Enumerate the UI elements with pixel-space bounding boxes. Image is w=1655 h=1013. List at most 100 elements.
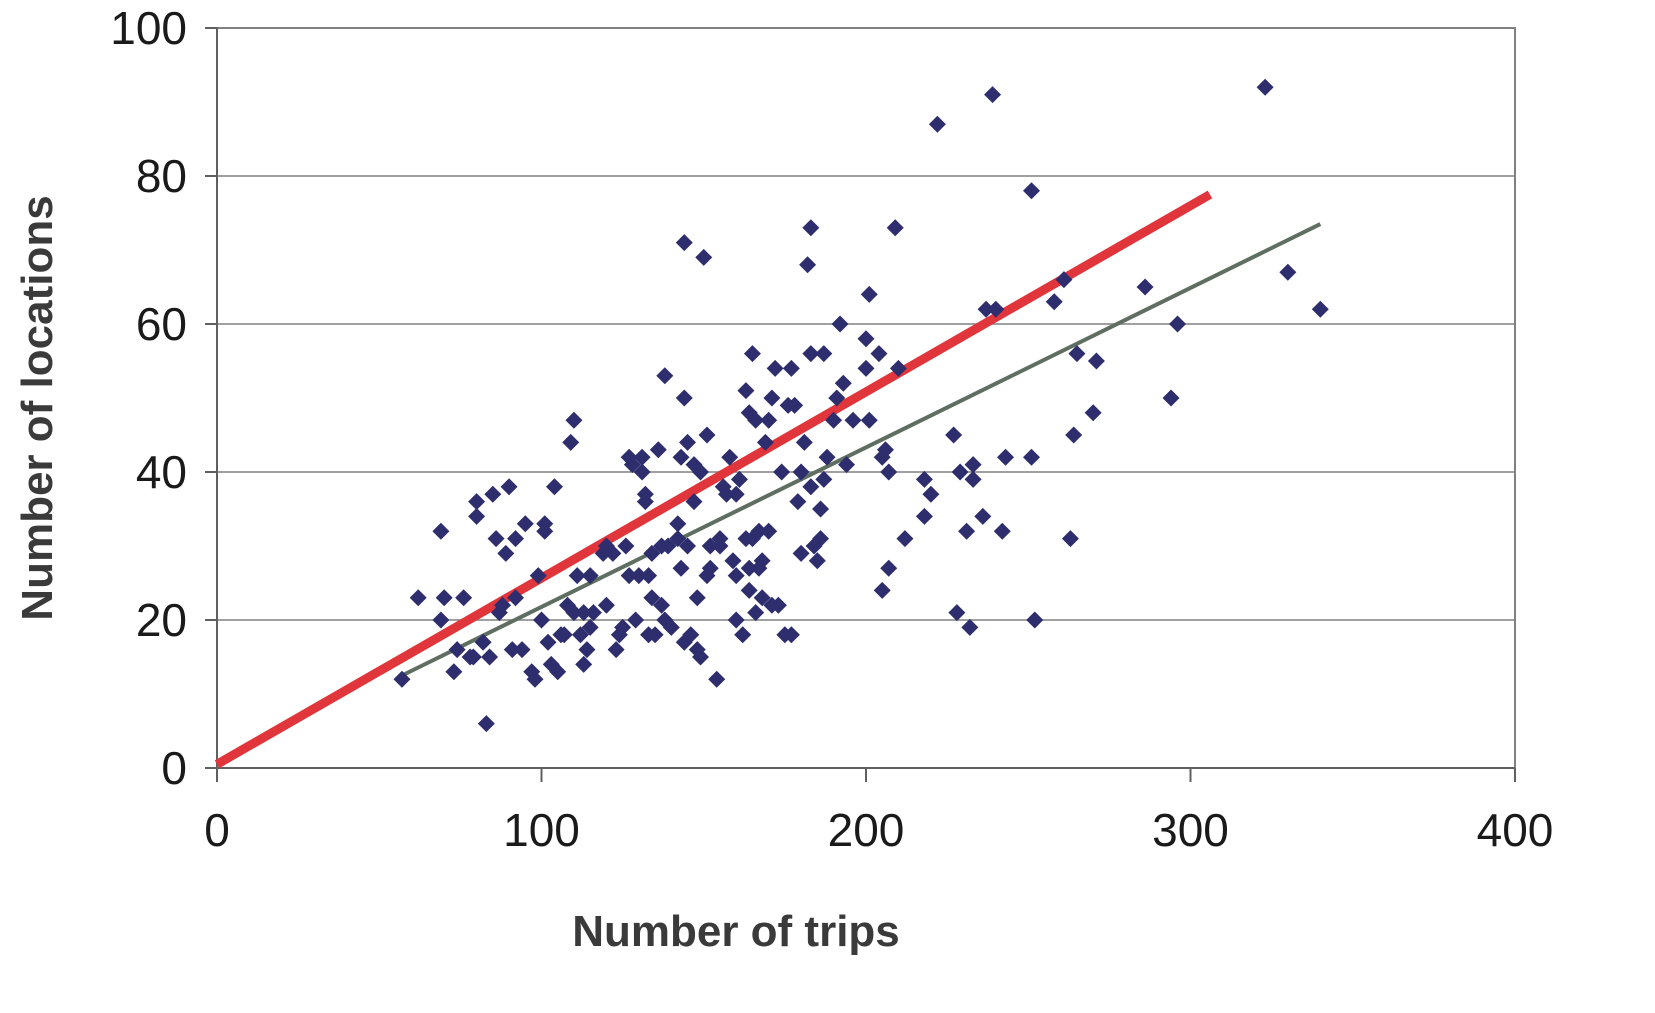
data-point — [740, 559, 758, 577]
data-point — [682, 626, 700, 644]
data-point — [597, 596, 615, 614]
data-point — [815, 345, 833, 363]
data-point — [730, 470, 748, 488]
data-point — [961, 618, 979, 636]
data-point — [646, 626, 664, 644]
data-point — [692, 463, 710, 481]
data-point — [464, 648, 482, 666]
data-point — [669, 530, 687, 548]
data-point — [750, 522, 768, 540]
data-point — [1136, 278, 1154, 296]
x-axis-title: Number of trips — [572, 907, 900, 956]
data-point — [789, 493, 807, 511]
data-point — [571, 626, 589, 644]
data-point — [802, 478, 820, 496]
data-point — [825, 411, 843, 429]
data-point — [753, 552, 771, 570]
data-point — [575, 604, 593, 622]
fit-lines — [214, 190, 1322, 769]
data-point — [448, 641, 466, 659]
data-point — [507, 589, 525, 607]
data-point — [727, 611, 745, 629]
data-point — [873, 581, 891, 599]
data-point — [659, 537, 677, 555]
data-point — [675, 389, 693, 407]
data-point — [860, 285, 878, 303]
data-point — [672, 448, 690, 466]
data-point — [432, 611, 450, 629]
data-point — [620, 567, 638, 585]
axes — [205, 27, 1516, 782]
data-point — [838, 456, 856, 474]
data-point — [692, 648, 710, 666]
data-point — [737, 382, 755, 400]
data-point — [662, 618, 680, 636]
data-point — [974, 507, 992, 525]
data-point — [876, 441, 894, 459]
data-point — [623, 456, 641, 474]
data-point — [526, 670, 544, 688]
data-point — [792, 544, 810, 562]
data-points — [393, 78, 1329, 733]
data-point — [584, 604, 602, 622]
data-point — [679, 433, 697, 451]
data-point — [818, 448, 836, 466]
data-point — [698, 426, 716, 444]
y-tick-label: 100 — [110, 2, 187, 54]
data-point — [1279, 263, 1297, 281]
data-point — [964, 470, 982, 488]
data-point — [1061, 530, 1079, 548]
data-point — [964, 456, 982, 474]
data-point — [915, 470, 933, 488]
data-point — [633, 463, 651, 481]
data-point — [1087, 352, 1105, 370]
data-point — [792, 463, 810, 481]
data-point — [539, 633, 557, 651]
data-point — [516, 515, 534, 533]
data-point — [409, 589, 427, 607]
data-point — [562, 433, 580, 451]
data-point — [507, 530, 525, 548]
data-point — [640, 567, 658, 585]
x-tick-label: 200 — [828, 804, 905, 856]
data-point — [763, 389, 781, 407]
data-point — [500, 478, 518, 496]
data-point — [886, 219, 904, 237]
x-tick-label: 100 — [503, 804, 580, 856]
data-point — [484, 485, 502, 503]
data-point — [958, 522, 976, 540]
data-point — [1022, 182, 1040, 200]
data-point — [1068, 345, 1086, 363]
data-point — [669, 515, 687, 533]
data-point — [766, 359, 784, 377]
data-point — [756, 433, 774, 451]
data-point — [494, 596, 512, 614]
data-point — [656, 367, 674, 385]
data-point — [653, 596, 671, 614]
tick-labels: 0 100 200 300 400 0 20 40 60 80 100 — [110, 2, 1553, 856]
data-point — [568, 567, 586, 585]
data-point — [727, 485, 745, 503]
data-point — [630, 567, 648, 585]
data-point — [711, 537, 729, 555]
data-point — [708, 670, 726, 688]
y-tick-label: 80 — [136, 150, 187, 202]
data-point — [636, 493, 654, 511]
data-point — [782, 626, 800, 644]
data-point — [435, 589, 453, 607]
data-point — [747, 604, 765, 622]
data-point — [945, 426, 963, 444]
data-point — [1256, 78, 1274, 96]
data-point — [497, 544, 515, 562]
x-tick-label: 0 — [204, 804, 230, 856]
data-point — [773, 463, 791, 481]
data-point — [1311, 300, 1329, 318]
data-point — [997, 448, 1015, 466]
data-point — [1065, 426, 1083, 444]
data-point — [812, 500, 830, 518]
data-point — [928, 115, 946, 133]
data-point — [1162, 389, 1180, 407]
data-point — [747, 411, 765, 429]
data-point — [627, 611, 645, 629]
x-tick-label: 300 — [1152, 804, 1229, 856]
